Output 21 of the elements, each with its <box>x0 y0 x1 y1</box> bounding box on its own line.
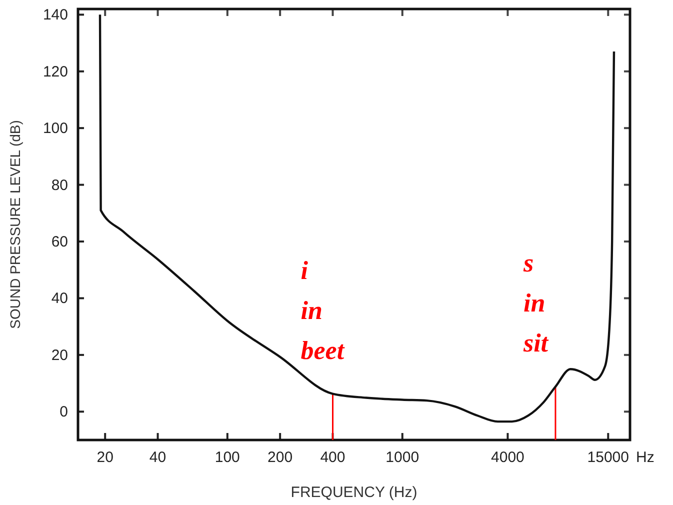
y-tick-label: 120 <box>42 63 68 80</box>
y-tick-label: 20 <box>51 346 68 364</box>
x-tick-label: 200 <box>268 449 293 466</box>
y-tick-label: 60 <box>51 234 68 251</box>
y-axis-title: SOUND PRESSURE LEVEL (dB) <box>7 120 23 329</box>
y-tick-label: 40 <box>51 290 68 308</box>
y-tick-label: 100 <box>42 120 68 138</box>
ref-line-label: s in sit <box>522 248 549 358</box>
x-tick-label: 100 <box>214 449 240 466</box>
x-tick-label: 15000 <box>587 449 629 466</box>
y-tick-label: 80 <box>51 176 68 194</box>
y-tick-label: 140 <box>42 6 68 24</box>
text: Hz <box>636 449 654 466</box>
x-tick-label: 4000 <box>491 449 524 466</box>
x-tick-label: 1000 <box>386 449 420 466</box>
x-tick-label: 40 <box>149 449 166 466</box>
x-axis-title: FREQUENCY (Hz) <box>290 484 418 501</box>
ref-line-label: i in beet <box>300 256 345 365</box>
x-tick-label: 400 <box>320 449 346 466</box>
y-tick-label: 0 <box>60 404 68 421</box>
x-tick-label: 20 <box>96 449 114 466</box>
